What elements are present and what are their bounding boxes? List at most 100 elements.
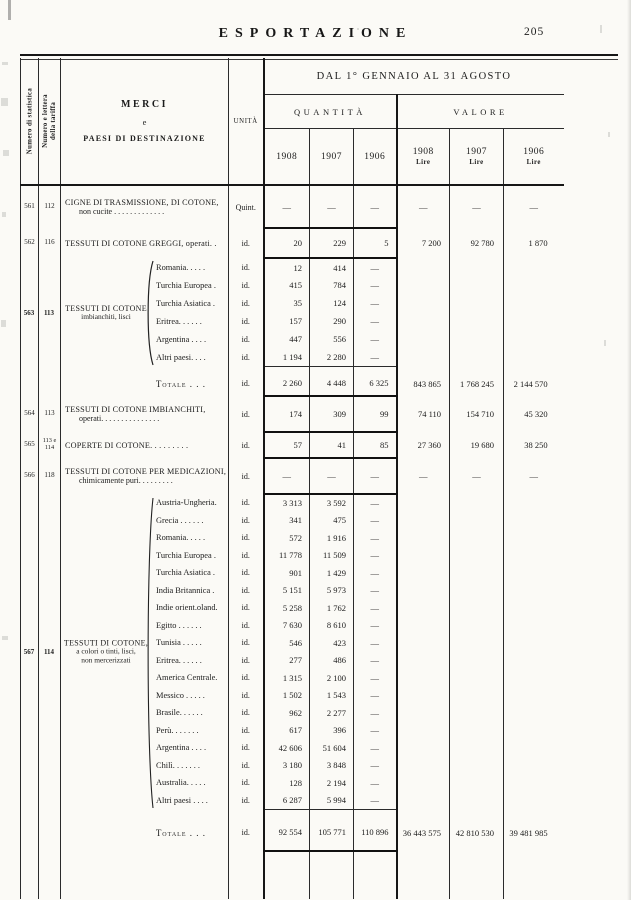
unit-cell: id. xyxy=(228,739,264,757)
val-1906-cell: — xyxy=(502,185,564,228)
unit-cell: id. xyxy=(228,330,264,348)
group-567-stat-number: 567 xyxy=(23,648,35,656)
val-1906-cell xyxy=(502,511,564,529)
table-row: Tunisia . . . . . id. 546 423— xyxy=(20,634,564,652)
unit-cell: id. xyxy=(228,546,264,564)
merci-cell: Tunisia . . . . . xyxy=(60,634,229,652)
table-row: 564 113 TESSUTI DI COTONE IMBIANCHITI, oper… xyxy=(20,396,564,433)
qty-1908-cell: 128 xyxy=(262,774,310,792)
unit-column-header: UNITÀ xyxy=(228,58,264,186)
qty-1906-cell: — xyxy=(353,330,397,348)
qty-1908-cell: 12 xyxy=(262,258,310,276)
table-row: Egitto . . . . . . id. 7 630 8 610— xyxy=(20,616,564,634)
val-1907-cell: — xyxy=(449,185,504,228)
tariff-number-cell xyxy=(38,564,61,582)
qty-1907-cell: 1 429 xyxy=(309,564,354,582)
merci-cell: Austria-Ungheria. xyxy=(60,494,229,512)
merci-label: MERCI xyxy=(121,99,168,110)
unit-cell: id. xyxy=(228,228,264,258)
table-body: 561 112 CIGNE DI TRASMISSIONE, DI COTONE, n… xyxy=(20,185,564,899)
qty-1908-cell: 20 xyxy=(262,228,310,259)
table-row: Grecia . . . . . . id. 341 475— xyxy=(20,511,564,529)
val-1908-cell xyxy=(395,276,450,294)
qty-1908-cell: — xyxy=(262,185,310,229)
val-1907-cell xyxy=(449,756,504,774)
qty-1906-cell: — xyxy=(353,739,397,757)
quantita-header: QUANTITÀ xyxy=(262,94,397,129)
table-row: Turchia Asiatica . id. 35 124— xyxy=(20,294,564,312)
qty-1908-cell: 1 315 xyxy=(262,669,310,687)
val-1908-cell xyxy=(395,651,450,669)
qty-1907-cell: 486 xyxy=(309,651,354,669)
unit-cell: id. xyxy=(228,756,264,774)
tariff-number-cell xyxy=(38,599,61,617)
stat-number-cell xyxy=(20,739,39,757)
filler-cell xyxy=(502,851,564,899)
merci-cell: Turchia Europea . xyxy=(60,276,229,294)
tariff-number-cell xyxy=(38,276,61,294)
destinazione-label: PAESI DI DESTINAZIONE xyxy=(83,134,206,143)
qty-1907-cell: 1 543 xyxy=(309,686,354,704)
tariff-number-cell: 112 xyxy=(38,185,61,228)
val-1906-cell: 39 481 985 xyxy=(502,809,564,851)
qty-1906-cell: — xyxy=(353,546,397,564)
val-1906-cell xyxy=(502,651,564,669)
val-1907-cell xyxy=(449,348,504,366)
stat-number-cell: 564 xyxy=(20,396,39,432)
stat-number-cell: 565 xyxy=(20,432,39,458)
val-1906-cell xyxy=(502,669,564,687)
val-1908-cell xyxy=(395,791,450,809)
table-row: Turchia Europea . id. 11 778 11 509— xyxy=(20,546,564,564)
val-1908-cell xyxy=(395,564,450,582)
val-year-1908: 1908 Lire xyxy=(395,128,450,186)
val-1907-cell xyxy=(449,546,504,564)
merci-cell: Altri paesi . . . . xyxy=(60,791,229,809)
val-1908-cell xyxy=(395,348,450,366)
lire-label: Lire xyxy=(416,159,431,166)
val-1906-cell xyxy=(502,581,564,599)
qty-1907-cell: 2 194 xyxy=(309,774,354,792)
val-1908-cell xyxy=(395,756,450,774)
val-1906-cell xyxy=(502,294,564,312)
val-1908-cell xyxy=(395,721,450,739)
unit-cell: id. xyxy=(228,704,264,722)
qty-1906-cell: 85 xyxy=(353,432,397,459)
val-1906-cell xyxy=(502,599,564,617)
qty-1907-cell: 11 509 xyxy=(309,546,354,564)
stat-column-label: Numero di statistica xyxy=(26,87,33,155)
group-563-stat-number: 563 xyxy=(23,309,35,317)
export-statistics-table: Numero di statistica Numero e lettera de… xyxy=(20,58,564,899)
qty-1908-cell: 447 xyxy=(262,330,310,348)
qty-1907-cell: 105 771 xyxy=(309,808,354,852)
scan-artifact xyxy=(8,0,11,20)
unit-cell: id. xyxy=(228,686,264,704)
val-1907-cell xyxy=(449,258,504,276)
stat-number-cell xyxy=(20,791,39,809)
val-1906-cell xyxy=(502,721,564,739)
val-1906-cell: — xyxy=(502,458,564,494)
table-row: 566 118 TESSUTI DI COTONE PER MEDICAZIONI,… xyxy=(20,458,564,495)
table-row: Turchia Asiatica . id. 901 1 429— xyxy=(20,564,564,582)
filler-cell xyxy=(228,851,264,899)
unit-cell: id. xyxy=(228,599,264,617)
qty-1908-cell: 1 502 xyxy=(262,686,310,704)
scan-artifact xyxy=(2,212,6,217)
stat-number-cell xyxy=(20,721,39,739)
table-row: India Britannica . id. 5 151 5 973— xyxy=(20,581,564,599)
val-1908-cell xyxy=(395,258,450,276)
val-1908-cell xyxy=(395,774,450,792)
merci-cell: Turchia Asiatica . xyxy=(60,564,229,582)
qty-1906-cell: — xyxy=(353,276,397,294)
page-title: ESPORTAZIONE xyxy=(218,26,413,41)
val-1906-cell xyxy=(502,546,564,564)
qty-1907-cell: 5 994 xyxy=(309,791,354,809)
tariff-number-cell xyxy=(38,809,61,851)
val-1906-cell xyxy=(502,634,564,652)
tariff-number-cell xyxy=(38,348,61,366)
merci-cell: Messico . . . . . xyxy=(60,686,229,704)
qty-1908-cell: 3 180 xyxy=(262,756,310,774)
table-row: Romania. . . . . id. 12 414— xyxy=(20,258,564,276)
table-row: Argentina . . . . id. 447 556— xyxy=(20,330,564,348)
table-row: Eritrea. . . . . . id. 277 486— xyxy=(20,651,564,669)
unit-cell: id. xyxy=(228,494,264,512)
